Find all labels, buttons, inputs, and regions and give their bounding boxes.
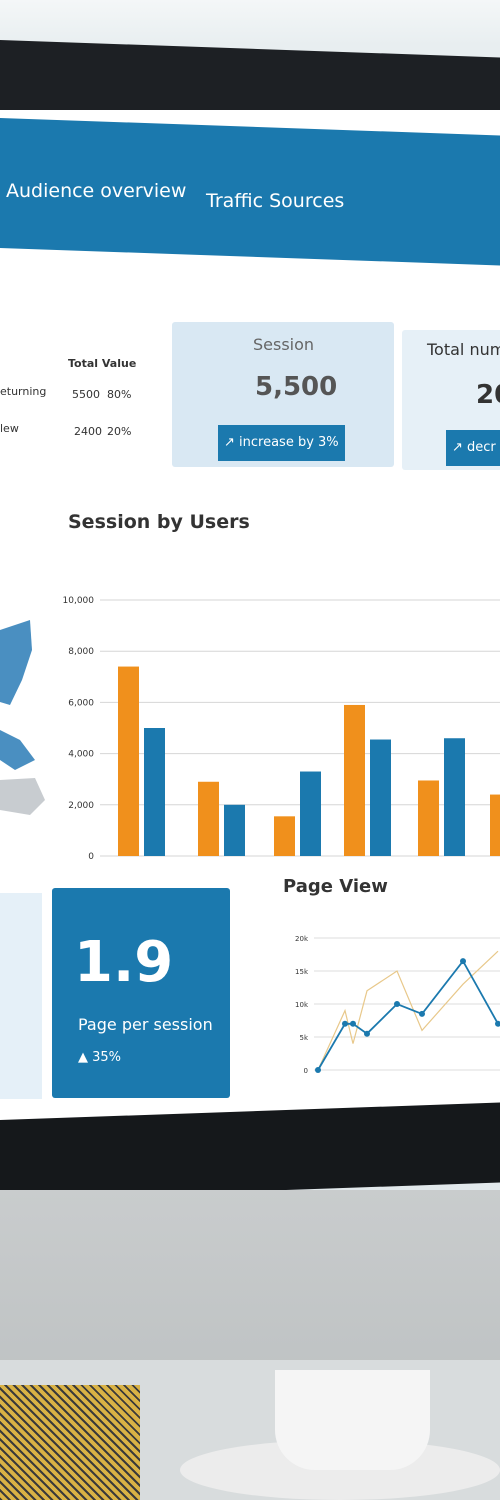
row-value-new: 2400	[74, 425, 102, 438]
y-tick-label: 10k	[295, 1001, 309, 1009]
bar	[490, 794, 500, 856]
bar	[118, 666, 139, 856]
y-tick-label: 0	[304, 1067, 308, 1075]
row-pct-returning: 80%	[107, 388, 132, 401]
data-point	[495, 1020, 500, 1027]
y-tick-label: 8,000	[68, 647, 94, 657]
row-label-returning: eturning	[0, 385, 47, 398]
bar	[418, 780, 439, 856]
monitor-stand	[0, 1190, 500, 1370]
map-region-asia	[0, 620, 32, 705]
total-trend-label: decr	[467, 440, 496, 455]
data-point	[364, 1030, 370, 1037]
tab-traffic-sources[interactable]: Traffic Sources	[206, 190, 345, 212]
session-trend-button[interactable]: ↗ increase by 3%	[218, 425, 345, 461]
page-view-title: Page View	[283, 876, 388, 897]
total-trend-button[interactable]: ↗ decr	[446, 430, 500, 466]
pages-per-session-change: ▲ 35%	[78, 1050, 122, 1065]
y-tick-label: 15k	[295, 968, 309, 976]
pencil-cup	[0, 1385, 140, 1500]
session-trend-label: increase by 3%	[239, 435, 339, 450]
page-view-chart: 20k 15k 10k 5k 0	[295, 935, 500, 1075]
y-tick-label: 6,000	[68, 698, 94, 708]
row-value-returning: 5500	[72, 388, 100, 401]
session-title: Session	[253, 335, 315, 354]
pages-per-session-card	[52, 888, 230, 1098]
trending-down-icon: ↗	[452, 440, 468, 455]
y-tick-label: 20k	[295, 935, 309, 943]
bar	[274, 816, 295, 856]
session-value: 5,500	[255, 372, 338, 402]
trending-up-icon: ↗	[224, 435, 240, 450]
y-tick-label: 0	[88, 852, 94, 862]
left-card-partial	[0, 893, 42, 1099]
table-header-total-value: Total Value	[68, 357, 137, 370]
pages-per-session-label: Page per session	[78, 1015, 213, 1034]
tab-audience-overview[interactable]: Audience overview	[6, 180, 187, 202]
y-tick-label: 10,000	[63, 596, 95, 606]
coffee-mug	[275, 1370, 430, 1470]
session-by-users-chart: 10,000 8,000 6,000 4,000 2,000 0	[63, 596, 500, 862]
data-point	[419, 1010, 425, 1017]
map-region-australia	[0, 778, 45, 815]
row-label-new: lew	[0, 422, 19, 435]
data-point	[460, 958, 466, 965]
bar	[444, 738, 465, 856]
map-region-islands	[0, 730, 35, 770]
world-map-fragment	[0, 620, 45, 815]
data-point	[315, 1067, 321, 1073]
y-tick-label: 2,000	[68, 801, 94, 811]
row-pct-new: 20%	[107, 425, 132, 438]
pages-per-session-value: 1.9	[74, 930, 174, 995]
data-point	[394, 1001, 400, 1007]
y-tick-label: 5k	[299, 1034, 308, 1042]
accent-line	[317, 950, 499, 1071]
data-point	[342, 1020, 348, 1027]
bar	[344, 704, 365, 856]
total-title: Total numb	[427, 340, 500, 359]
bar	[198, 781, 219, 856]
bar	[144, 728, 165, 856]
data-point	[350, 1020, 356, 1027]
total-value: 20	[476, 380, 500, 410]
chart-title: Session by Users	[68, 511, 250, 533]
y-tick-label: 4,000	[68, 750, 94, 760]
bar	[370, 739, 391, 856]
bar	[300, 771, 321, 856]
bar	[224, 804, 245, 856]
